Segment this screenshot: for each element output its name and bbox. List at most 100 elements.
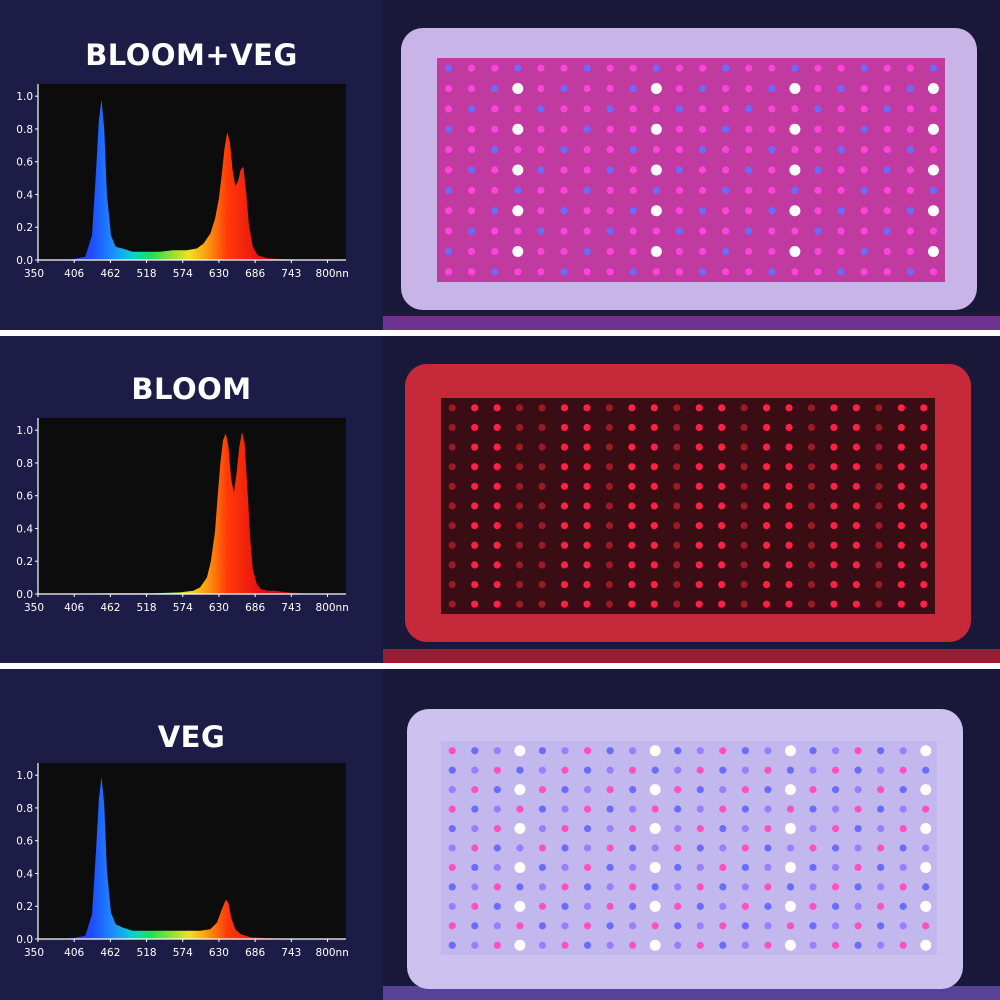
x-tick-label: 630 — [209, 268, 229, 280]
led — [444, 125, 453, 133]
led — [650, 463, 658, 471]
led — [922, 922, 930, 930]
led — [606, 786, 614, 794]
led — [831, 902, 840, 910]
led — [831, 824, 840, 833]
led — [740, 600, 748, 608]
led — [789, 83, 801, 95]
led — [515, 482, 524, 490]
led — [448, 941, 456, 949]
led — [537, 105, 545, 113]
led — [740, 404, 748, 412]
led — [920, 482, 928, 490]
x-tick-label: 518 — [137, 947, 157, 959]
led — [560, 423, 569, 432]
led — [698, 227, 707, 235]
led — [606, 207, 614, 215]
led — [920, 443, 928, 451]
led — [538, 863, 547, 872]
led — [675, 268, 684, 276]
led — [722, 227, 730, 235]
led — [583, 902, 592, 910]
led — [807, 502, 816, 510]
led — [468, 146, 476, 154]
led — [515, 404, 524, 412]
led — [538, 902, 547, 910]
led — [448, 902, 456, 910]
led — [512, 205, 524, 217]
led — [860, 166, 868, 174]
led — [650, 580, 658, 589]
led — [448, 443, 456, 451]
led — [837, 64, 845, 72]
led — [830, 443, 838, 451]
led — [538, 502, 546, 510]
led — [537, 64, 545, 72]
led — [854, 863, 862, 872]
led — [745, 227, 753, 235]
led — [560, 268, 568, 276]
led — [696, 902, 704, 910]
led — [514, 939, 526, 951]
led — [537, 268, 545, 276]
led — [514, 900, 526, 912]
led — [673, 482, 681, 490]
x-tick-label: 574 — [173, 268, 193, 280]
led — [583, 541, 591, 549]
led — [605, 502, 614, 510]
led — [629, 766, 637, 774]
led — [854, 805, 862, 813]
led — [745, 146, 753, 154]
led — [718, 463, 726, 471]
led — [762, 423, 771, 432]
led — [673, 502, 681, 510]
led — [515, 463, 524, 471]
led — [883, 125, 891, 133]
led — [696, 766, 704, 774]
led — [493, 404, 501, 412]
led — [606, 863, 614, 872]
led — [698, 166, 707, 174]
led — [764, 766, 772, 774]
led — [854, 824, 862, 833]
led — [471, 423, 479, 432]
led — [514, 823, 526, 835]
led — [791, 146, 799, 154]
led — [698, 84, 707, 93]
led — [807, 404, 816, 412]
led — [929, 186, 938, 194]
led — [784, 823, 796, 835]
led — [897, 404, 905, 412]
led — [762, 404, 771, 412]
led — [860, 207, 868, 215]
led — [560, 482, 569, 490]
led — [583, 844, 592, 852]
led — [560, 541, 569, 549]
led — [740, 541, 748, 549]
x-tick-label: 350 — [24, 947, 44, 959]
led — [675, 84, 684, 93]
led — [444, 247, 453, 256]
led — [606, 105, 614, 113]
y-tick-label: 0.4 — [16, 868, 33, 880]
led — [583, 805, 592, 813]
led — [809, 883, 817, 891]
led — [471, 580, 479, 589]
led — [807, 443, 816, 451]
x-tick-label: 630 — [209, 602, 229, 614]
led — [696, 863, 704, 872]
light-reflection — [383, 986, 1000, 1000]
led — [830, 502, 838, 510]
led — [899, 805, 907, 813]
spectrum-area — [38, 99, 342, 260]
led — [837, 146, 845, 154]
led — [719, 786, 727, 794]
led — [883, 105, 891, 113]
led — [920, 541, 928, 549]
led — [768, 125, 776, 133]
led — [652, 268, 660, 276]
led — [764, 824, 772, 833]
led — [809, 863, 817, 872]
led — [741, 941, 749, 949]
led — [741, 805, 749, 813]
